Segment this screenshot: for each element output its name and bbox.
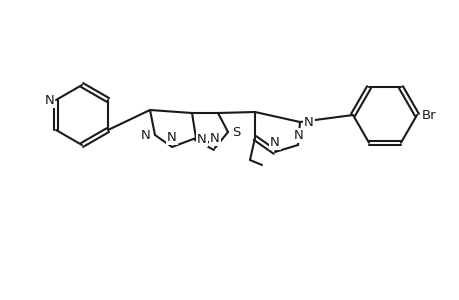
Text: N: N: [196, 133, 206, 146]
Text: N: N: [303, 116, 313, 128]
Text: S: S: [231, 125, 240, 139]
Text: Br: Br: [421, 109, 436, 122]
Text: N: N: [167, 131, 177, 144]
Text: N: N: [141, 128, 151, 142]
Text: N: N: [210, 132, 219, 145]
Text: N: N: [293, 129, 303, 142]
Text: N: N: [269, 136, 279, 149]
Text: N: N: [44, 94, 54, 106]
